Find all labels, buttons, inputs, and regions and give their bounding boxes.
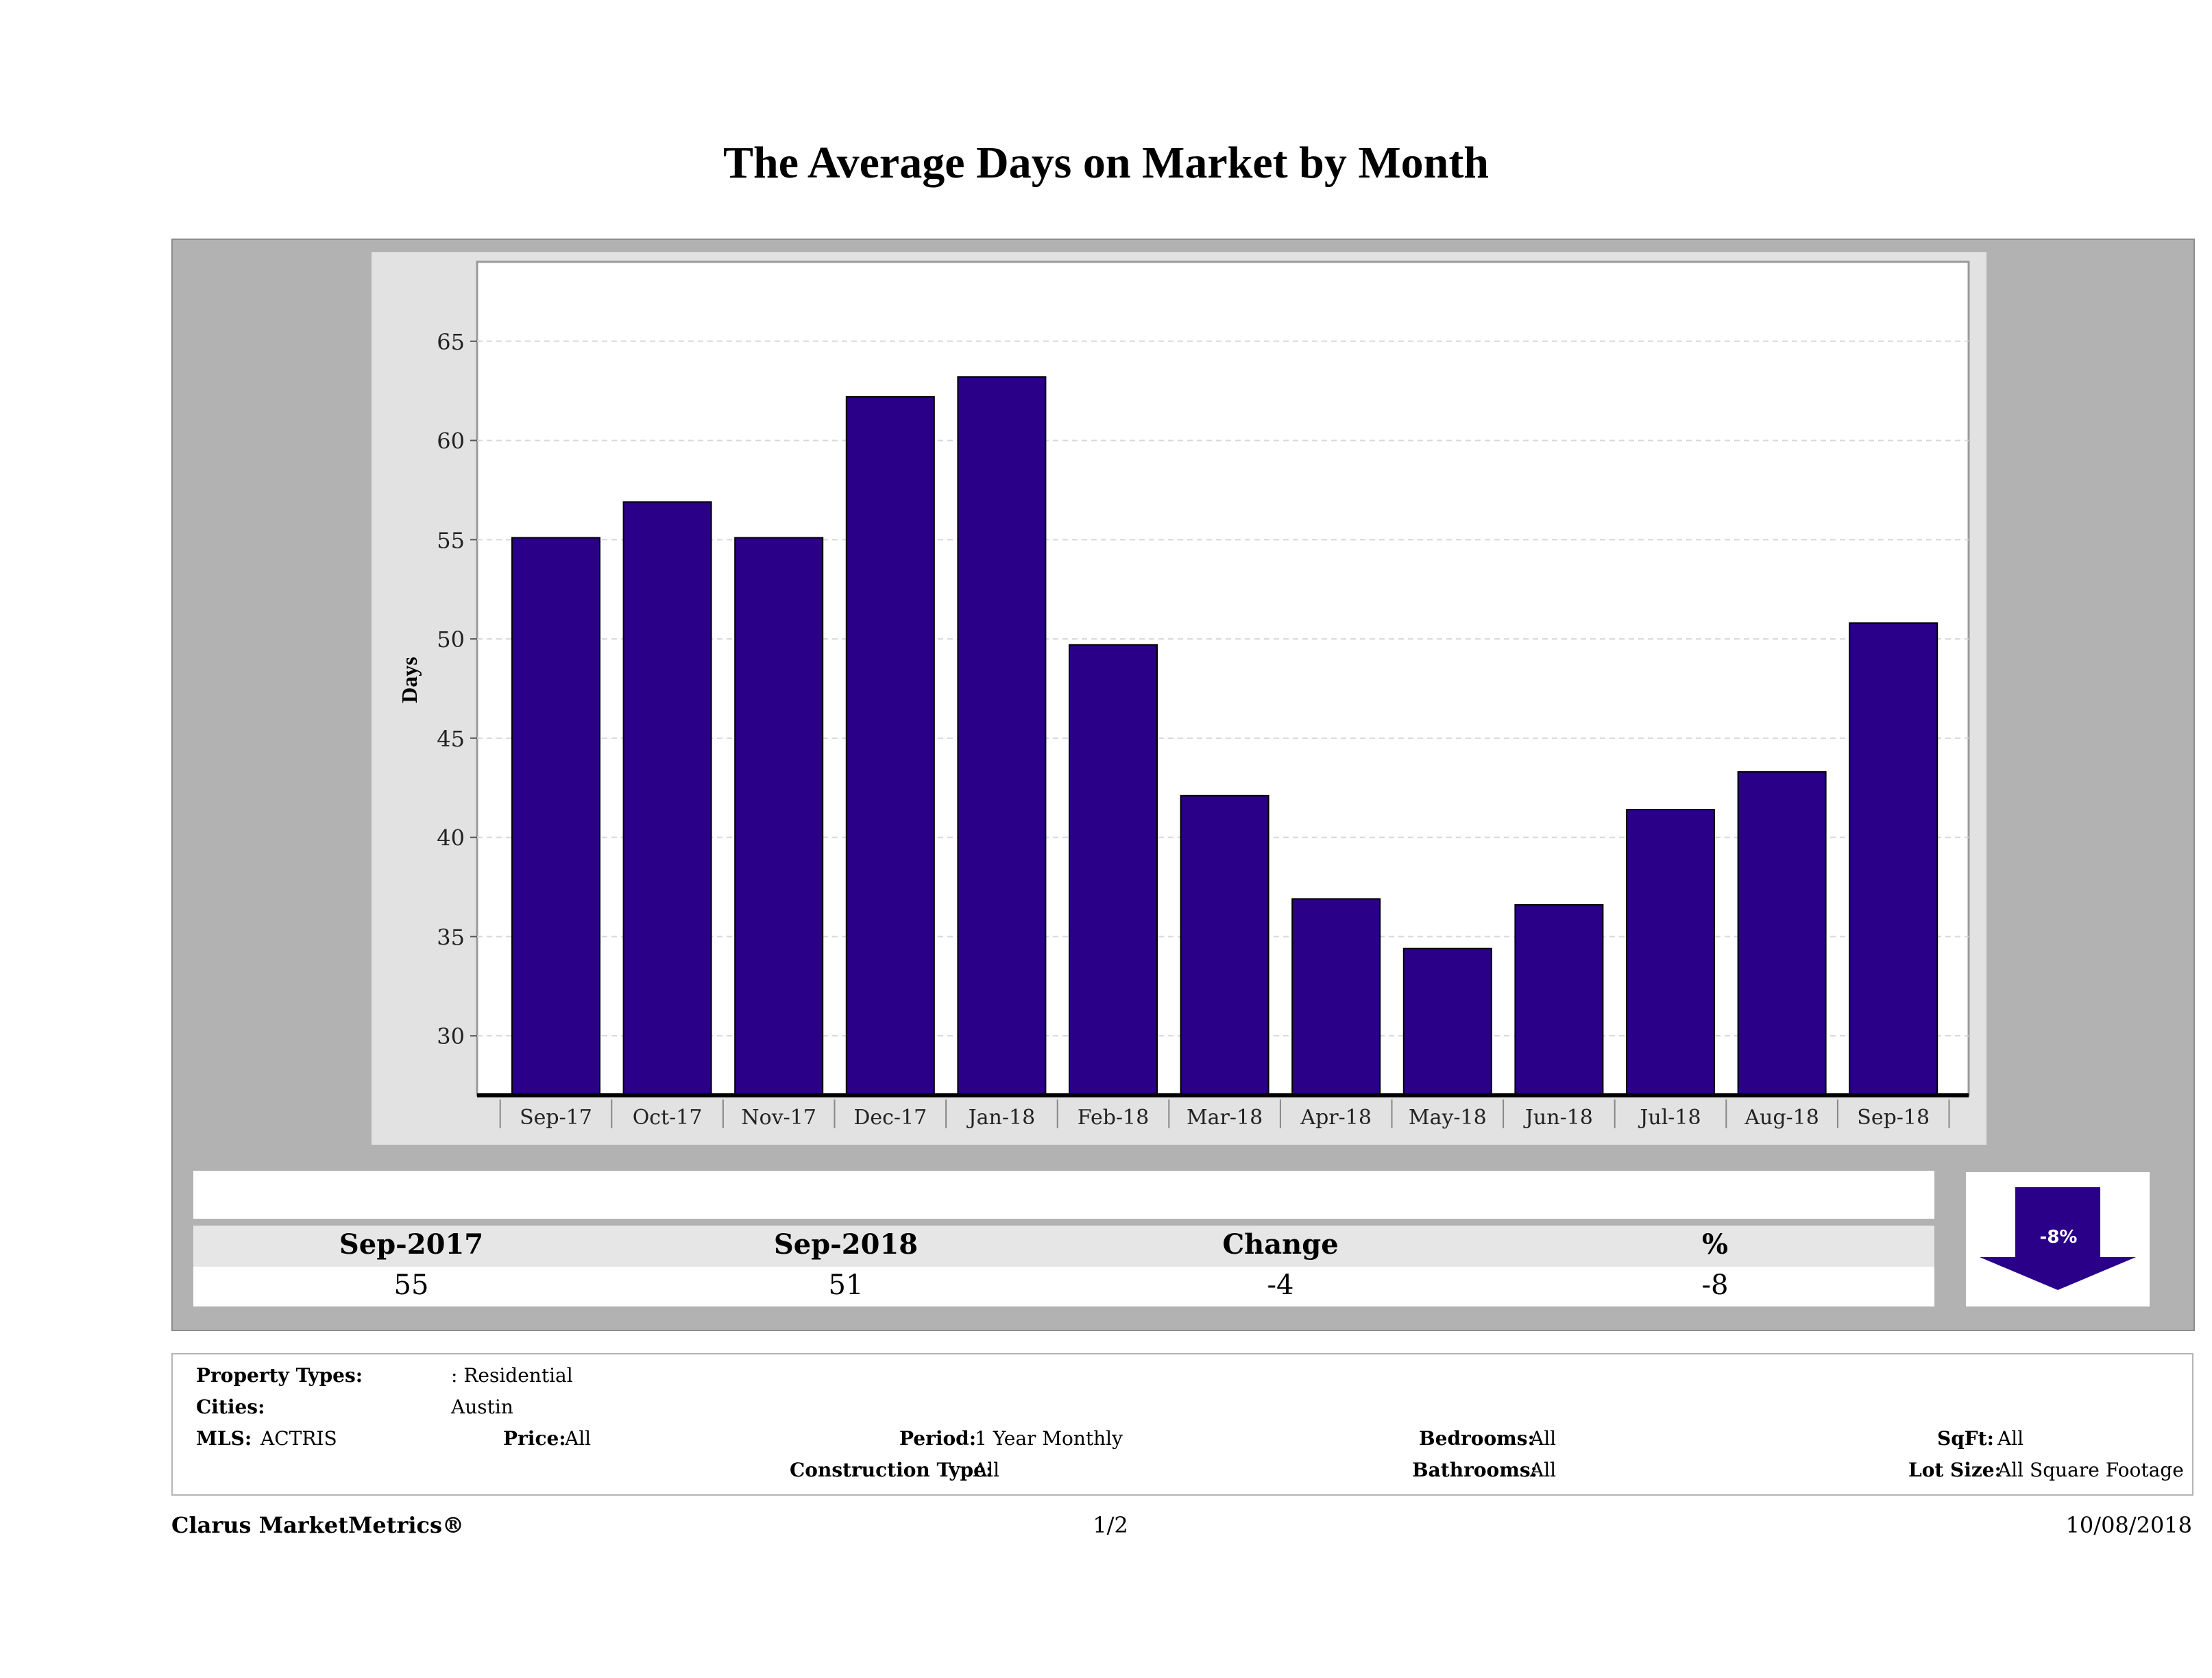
mls-value: ACTRIS: [260, 1427, 337, 1450]
bar: [957, 376, 1047, 1096]
bar: [734, 537, 824, 1096]
bar: [1180, 794, 1269, 1096]
y-tick-label: 50: [437, 627, 465, 653]
y-axis-label: Days: [397, 657, 422, 703]
footer-page-number: 1/2: [1093, 1512, 1128, 1538]
x-tick-label: Jul-18: [1638, 1106, 1701, 1130]
summary-table: Sep-2017 Sep-2018 Change % 55 51 -4 -8: [193, 1171, 1934, 1308]
x-tick-label: Jan-18: [967, 1106, 1036, 1130]
footer-brand: Clarus MarketMetrics®: [171, 1512, 465, 1538]
x-tick-label: Oct-17: [633, 1106, 703, 1130]
period-label: Period:: [899, 1427, 977, 1450]
summary-header-start: Sep-2017: [339, 1228, 484, 1261]
cities-label: Cities:: [196, 1396, 265, 1418]
x-tick-label: Dec-17: [853, 1106, 927, 1130]
summary-value-row: [193, 1267, 1934, 1306]
mls-label: MLS:: [196, 1427, 252, 1450]
y-tick-label: 65: [437, 329, 465, 355]
summary-top-row: [193, 1171, 1934, 1219]
bar: [845, 396, 935, 1096]
y-tick-label: 40: [437, 825, 465, 851]
y-tick-label: 55: [437, 527, 465, 553]
x-tick-label: Aug-18: [1744, 1106, 1819, 1130]
bathrooms-value: All: [1530, 1459, 1557, 1481]
bar: [1069, 644, 1158, 1096]
x-tick-label: May-18: [1409, 1106, 1487, 1130]
footer-date: 10/08/2018: [2065, 1512, 2192, 1538]
chart-x-ticks: Sep-17 Oct-17 Nov-17 Dec-17 Jan-18 Feb-18 Mar-…: [477, 1093, 1969, 1130]
lot-size-value: All Square Footage: [1997, 1459, 2184, 1481]
chart-y-ticks: 30 35 40 45 50 55 60 65: [437, 329, 477, 1049]
construction-type-label: Construction Type:: [790, 1459, 993, 1481]
property-types-value: : Residential: [451, 1364, 573, 1387]
x-tick-label: Apr-18: [1300, 1106, 1372, 1130]
search-criteria: [171, 1353, 2193, 1496]
summary-header-end: Sep-2018: [773, 1228, 919, 1261]
cities-value: Austin: [451, 1396, 513, 1418]
sqft-label: SqFt:: [1937, 1427, 1994, 1450]
x-tick-label: Mar-18: [1187, 1106, 1263, 1130]
summary-value-start: 55: [393, 1269, 429, 1301]
sqft-value: All: [1997, 1427, 2024, 1450]
summary-header-change: Change: [1222, 1228, 1339, 1261]
y-tick-label: 45: [437, 726, 465, 752]
bar: [1626, 809, 1715, 1096]
price-value: All: [565, 1427, 592, 1450]
x-tick-label: Sep-18: [1857, 1106, 1930, 1130]
bar: [511, 537, 600, 1096]
bathrooms-label: Bathrooms:: [1412, 1459, 1538, 1481]
bedrooms-label: Bedrooms:: [1419, 1427, 1535, 1450]
change-indicator-label: -8%: [2039, 1227, 2078, 1248]
bar: [1291, 898, 1381, 1096]
bar: [1849, 622, 1938, 1096]
summary-value-percent: -8: [1701, 1269, 1729, 1301]
period-value: 1 Year Monthly: [975, 1427, 1123, 1450]
down-arrow-icon: [1980, 1187, 2136, 1290]
bar: [1737, 771, 1827, 1096]
x-tick-label: Nov-17: [741, 1106, 816, 1130]
summary-value-change: -4: [1267, 1269, 1294, 1301]
x-tick-label: Feb-18: [1078, 1106, 1149, 1130]
summary-value-end: 51: [828, 1269, 864, 1301]
summary-header-row: [193, 1226, 1934, 1267]
page-title: The Average Days on Market by Month: [722, 138, 1490, 188]
y-tick-label: 30: [437, 1023, 465, 1049]
y-tick-label: 60: [437, 428, 465, 454]
price-label: Price:: [503, 1427, 566, 1450]
property-types-label: Property Types:: [196, 1364, 363, 1387]
bar: [1514, 904, 1604, 1096]
bedrooms-value: All: [1530, 1427, 1557, 1450]
bar-chart: 30 35 40 45 50 55 60 65 Sep-17 Oct-17 Nov-17 Dec-1…: [397, 260, 1970, 1130]
x-tick-label: Sep-17: [520, 1106, 592, 1130]
bar: [622, 501, 712, 1097]
lot-size-label: Lot Size:: [1908, 1459, 2002, 1481]
construction-type-value: All: [973, 1459, 1000, 1481]
bar: [1402, 947, 1492, 1096]
x-tick-label: Jun-18: [1523, 1106, 1593, 1130]
summary-header-percent: %: [1701, 1228, 1728, 1261]
y-tick-label: 35: [437, 924, 465, 950]
